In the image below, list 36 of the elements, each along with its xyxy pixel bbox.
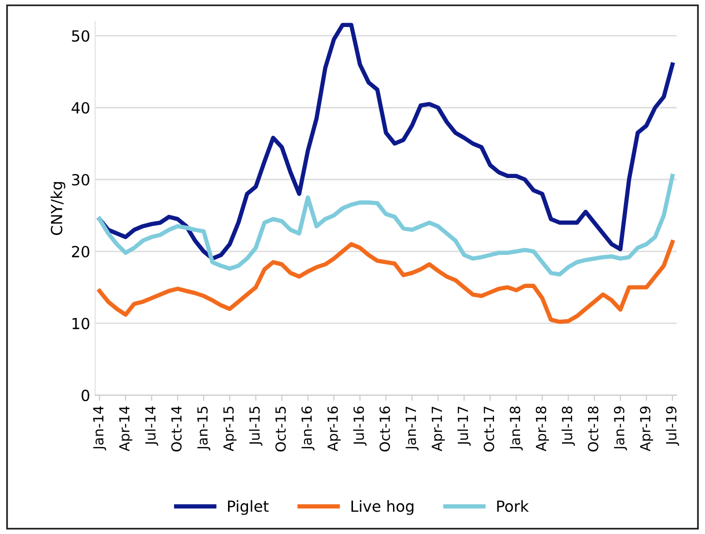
y-tick-label: 30 (72, 174, 90, 186)
y-tick-label: 10 (72, 318, 90, 330)
x-tick-label: Oct-15 (275, 406, 286, 452)
x-tick-label: Jan-19 (614, 406, 627, 450)
x-tick-label: Jul-17 (457, 406, 471, 446)
line-series (97, 240, 675, 324)
y-tick-label: 40 (72, 102, 90, 114)
x-tick-label: Jul-18 (562, 406, 575, 446)
legend-label: Piglet (228, 500, 269, 515)
x-tick-label: Apr-15 (223, 406, 236, 452)
y-axis-title: CNY/kg (50, 182, 66, 235)
x-tick-label: Jan-14 (93, 406, 106, 450)
x-tick-label: Oct-17 (484, 406, 494, 452)
legend-label: Live hog (351, 500, 414, 515)
x-tick-label: Jul-15 (249, 406, 262, 446)
x-tick-label: Jan-16 (301, 406, 314, 450)
legend-label: Pork (497, 500, 529, 512)
x-tick-label: Apr-17 (432, 406, 445, 452)
x-tick-label: Jan-15 (197, 406, 210, 450)
y-tick-label: 20 (72, 246, 90, 258)
x-tick-label: Oct-18 (588, 406, 598, 452)
y-tick-label: 0 (82, 390, 90, 402)
x-tick-label: Jul-16 (353, 406, 367, 446)
line-series (97, 174, 675, 276)
line-series (97, 22, 675, 261)
x-tick-label: Oct-14 (171, 406, 182, 452)
x-tick-label: Jan-18 (510, 406, 523, 450)
x-tick-label: Apr-19 (640, 406, 654, 452)
x-tick-label: Jul-14 (144, 406, 158, 446)
x-tick-label: Apr-18 (536, 406, 549, 452)
x-tick-label: Jan-17 (406, 406, 419, 450)
x-tick-label: Apr-16 (327, 406, 341, 452)
x-tick-label: Oct-16 (380, 406, 390, 452)
x-tick-label: Apr-14 (119, 406, 132, 452)
y-tick-label: 50 (72, 30, 90, 42)
x-tick-label: Jul-19 (666, 406, 680, 446)
